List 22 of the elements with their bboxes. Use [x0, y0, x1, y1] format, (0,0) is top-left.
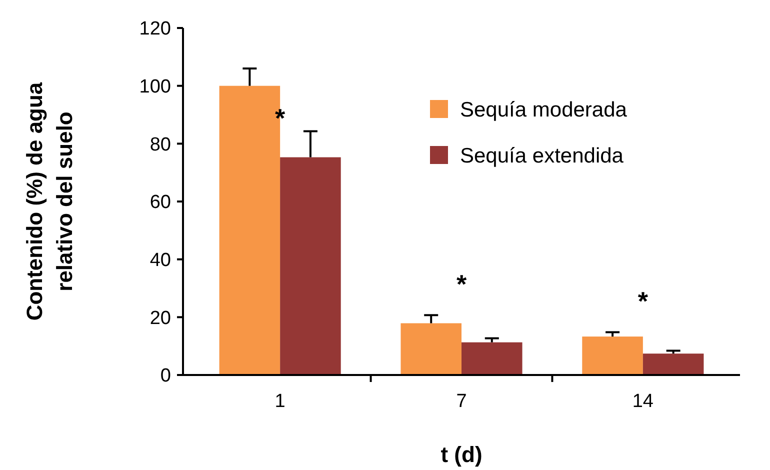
annotation: * [275, 103, 286, 134]
x-tick-label: 14 [632, 391, 654, 412]
y-tick-label: 40 [150, 250, 171, 271]
y-tick-label: 100 [139, 76, 171, 98]
y-tick-label: 20 [150, 308, 171, 329]
legend-label: Sequía extendida [460, 144, 624, 168]
bar [462, 342, 522, 375]
y-tick-label: 0 [160, 366, 171, 387]
bar [642, 354, 704, 375]
x-axis-title: t (d) [440, 442, 482, 467]
x-tick-label: 7 [456, 391, 467, 412]
x-tick-label: 1 [274, 391, 286, 412]
y-tick-label: 80 [150, 134, 171, 156]
y-tick-label: 120 [139, 18, 171, 40]
y-axis-title: Contenido (%) de agua relativo del suelo [22, 82, 77, 321]
annotation: * [638, 286, 649, 316]
bar [582, 336, 643, 375]
bar [400, 323, 462, 375]
bar [280, 157, 341, 375]
legend-label: Sequía moderada [460, 98, 628, 122]
annotation: * [456, 269, 468, 300]
y-tick-label: 60 [150, 192, 171, 214]
